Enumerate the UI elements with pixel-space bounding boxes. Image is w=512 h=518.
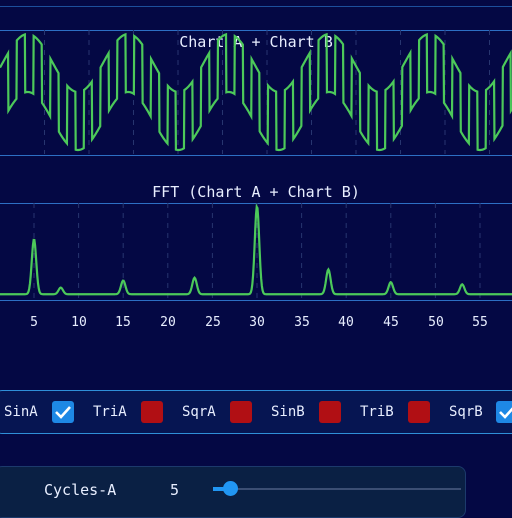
fft-tick-label: 5	[30, 315, 38, 330]
waveform-checkbox-bar	[0, 390, 512, 434]
checkbox-sqrb[interactable]	[496, 401, 512, 423]
checkbox-label-sinb: SinB	[271, 404, 305, 420]
fft-tick-label: 25	[205, 315, 221, 330]
fft-series-line	[0, 203, 512, 296]
wave-chart	[0, 30, 512, 154]
fft-tick-label: 50	[428, 315, 444, 330]
cycles-a-value: 5	[170, 481, 180, 499]
fft-tick-label: 45	[383, 315, 399, 330]
checkmark-icon	[55, 406, 71, 419]
fft-tick-label: 20	[160, 315, 176, 330]
top-divider	[0, 0, 512, 7]
checkbox-tria[interactable]	[141, 401, 163, 423]
checkbox-trib[interactable]	[408, 401, 430, 423]
fft-tick-label: 40	[338, 315, 354, 330]
cycles-a-slider-fill	[213, 487, 231, 491]
wave-series-line	[0, 32, 512, 152]
checkbox-sina[interactable]	[52, 401, 74, 423]
checkbox-label-sqrb: SqrB	[449, 404, 483, 420]
checkbox-sinb[interactable]	[319, 401, 341, 423]
fft-tick-label: 10	[71, 315, 87, 330]
checkbox-label-sina: SinA	[4, 404, 38, 420]
cycles-a-label: Cycles-A	[44, 481, 117, 499]
checkmark-icon	[499, 407, 512, 419]
checkbox-sqra[interactable]	[230, 401, 252, 423]
checkbox-label-tria: TriA	[93, 404, 127, 420]
fft-tick-label: 30	[249, 315, 265, 330]
wave-chart-panel	[0, 30, 512, 156]
cycles-a-slider-handle[interactable]	[222, 481, 238, 496]
fft-tick-label: 55	[472, 315, 488, 330]
fft-chart	[0, 203, 512, 299]
cycles-a-slider-track[interactable]	[213, 488, 461, 490]
fft-chart-title: FFT (Chart A + Chart B)	[152, 183, 360, 201]
fft-tick-label: 35	[294, 315, 310, 330]
checkbox-label-sqra: SqrA	[182, 404, 216, 420]
fft-tick-label: 15	[115, 315, 131, 330]
checkbox-label-trib: TriB	[360, 404, 394, 420]
